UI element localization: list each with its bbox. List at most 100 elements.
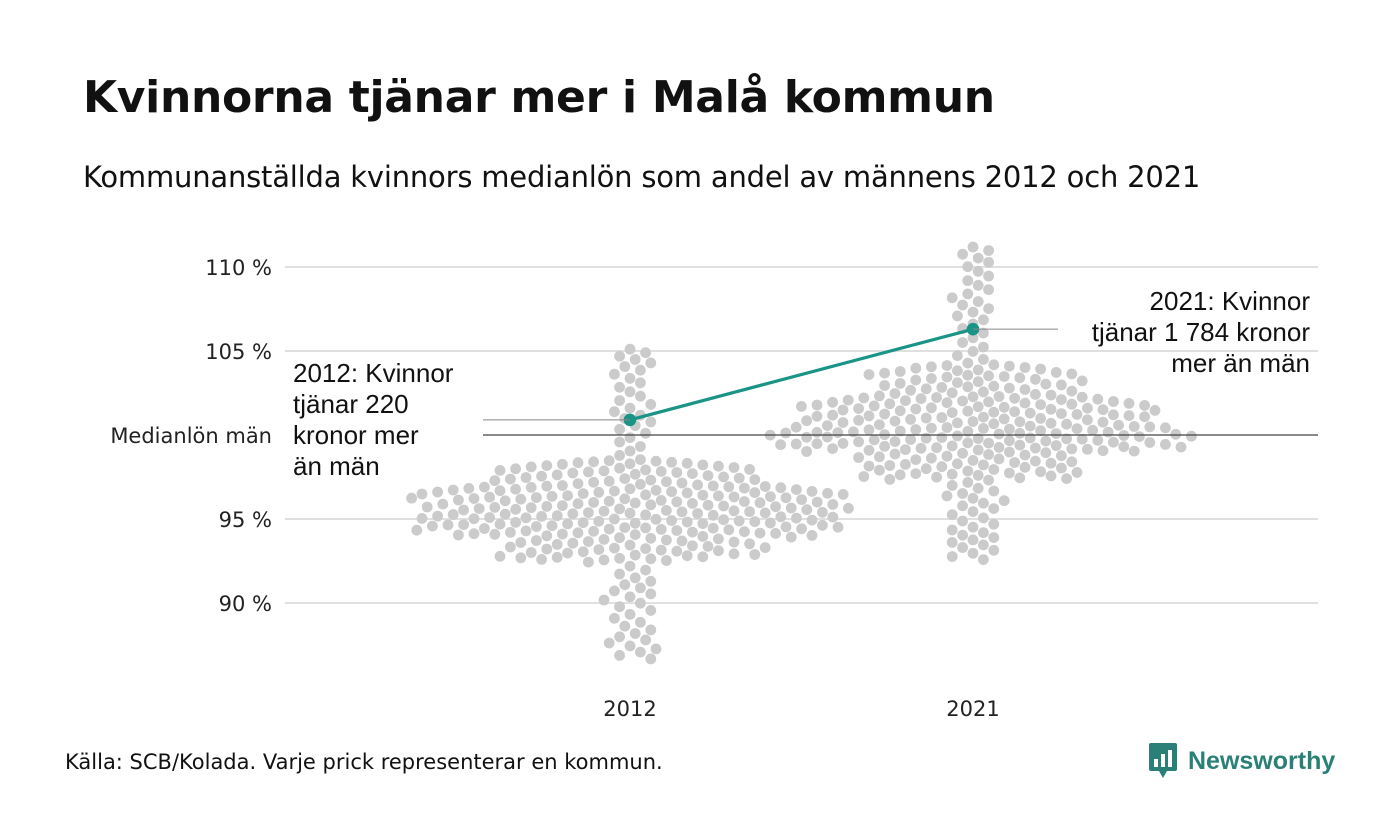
- data-point-2021: [978, 527, 989, 539]
- data-point-2021: [842, 394, 854, 406]
- data-point-2021: [978, 327, 989, 339]
- data-point-2021: [957, 395, 968, 407]
- beeswarm-dots: [406, 241, 1197, 665]
- data-point-2021: [998, 495, 1010, 507]
- data-point-2012: [645, 399, 657, 410]
- data-point-2021: [894, 366, 906, 377]
- data-point-2021: [946, 387, 958, 399]
- data-point-2012: [598, 554, 610, 566]
- data-point-2021: [900, 444, 911, 455]
- data-point-2012: [681, 550, 693, 562]
- data-point-2021: [910, 454, 922, 465]
- data-point-2012: [759, 507, 771, 519]
- data-point-2021: [972, 433, 984, 444]
- data-point-2021: [978, 512, 989, 524]
- brand-name: Newsworthy: [1188, 746, 1336, 775]
- data-point-2012: [624, 483, 636, 495]
- data-point-2012: [614, 503, 625, 515]
- data-point-2012: [609, 542, 620, 554]
- data-point-2021: [1056, 462, 1067, 474]
- data-point-2012: [484, 491, 495, 503]
- data-point-2021: [811, 399, 823, 411]
- data-point-2012: [442, 519, 454, 531]
- chart-subtitle: Kommunanställda kvinnors medianlön som a…: [83, 160, 1201, 194]
- data-point-2012: [629, 549, 641, 561]
- data-point-2012: [728, 491, 740, 503]
- annotation-text-2021: 2021: Kvinnor: [1150, 286, 1311, 316]
- data-point-2012: [692, 479, 703, 491]
- data-point-2012: [546, 490, 558, 502]
- data-point-2021: [952, 458, 963, 470]
- data-point-2021: [983, 449, 994, 460]
- data-point-2021: [837, 438, 849, 449]
- data-point-2021: [936, 461, 948, 473]
- data-point-2012: [811, 496, 823, 508]
- data-point-2012: [739, 526, 750, 538]
- data-point-2021: [967, 346, 979, 357]
- data-point-2021: [1186, 430, 1197, 442]
- data-point-2021: [1061, 473, 1072, 484]
- data-point-2021: [853, 403, 864, 414]
- data-point-2021: [1045, 457, 1057, 469]
- data-point-2012: [614, 601, 625, 613]
- data-point-2021: [1030, 455, 1041, 467]
- data-point-2012: [598, 465, 610, 477]
- data-point-2021: [962, 275, 974, 287]
- data-point-2021: [1082, 443, 1093, 455]
- data-point-2021: [967, 506, 979, 517]
- data-point-2021: [972, 444, 984, 456]
- data-point-2012: [453, 529, 464, 541]
- data-point-2012: [624, 386, 636, 398]
- data-point-2021: [1050, 428, 1062, 439]
- x-axis-tick-labels: 2012 2021: [603, 697, 999, 721]
- data-point-2012: [577, 488, 589, 499]
- data-point-2012: [583, 536, 594, 547]
- data-point-2012: [707, 509, 719, 521]
- data-point-2021: [868, 434, 880, 446]
- data-point-2021: [962, 405, 974, 417]
- data-point-2012: [572, 527, 584, 539]
- data-point-2012: [822, 487, 833, 499]
- data-point-2021: [931, 442, 942, 454]
- brand-logo[interactable]: Newsworthy: [1148, 742, 1335, 780]
- data-point-2012: [661, 476, 672, 488]
- data-point-2012: [713, 545, 724, 557]
- data-point-2021: [1030, 389, 1041, 400]
- data-point-2021: [889, 388, 901, 399]
- data-point-2012: [687, 498, 698, 509]
- y-tick-label: 110 %: [205, 256, 272, 280]
- data-point-2012: [515, 537, 527, 548]
- data-point-2021: [1056, 394, 1067, 405]
- data-point-2021: [952, 377, 963, 388]
- data-point-2012: [749, 487, 761, 498]
- data-point-2021: [983, 370, 994, 382]
- data-point-2021: [832, 427, 844, 439]
- data-point-2021: [983, 396, 994, 408]
- data-point-2012: [541, 543, 553, 555]
- data-point-2012: [489, 502, 501, 513]
- data-point-2012: [515, 552, 527, 564]
- data-point-2021: [1144, 421, 1156, 433]
- data-point-2021: [879, 440, 890, 452]
- data-point-2012: [687, 526, 698, 538]
- data-point-2021: [1097, 416, 1109, 428]
- data-point-2021: [957, 488, 968, 499]
- data-point-2021: [1123, 398, 1135, 409]
- data-point-2021: [863, 424, 875, 436]
- data-point-2012: [510, 517, 521, 528]
- chart-title: Kvinnorna tjänar mer i Malå kommun: [83, 72, 995, 123]
- data-point-2021: [962, 381, 974, 393]
- data-point-2021: [1035, 399, 1046, 410]
- data-point-2012: [713, 490, 724, 502]
- data-point-2021: [983, 437, 994, 449]
- data-point-2012: [780, 521, 792, 533]
- data-point-2021: [884, 474, 896, 485]
- data-point-2012: [697, 531, 709, 542]
- data-point-2012: [702, 541, 714, 552]
- data-point-2012: [645, 474, 657, 486]
- data-point-2012: [645, 588, 657, 600]
- data-point-2012: [624, 458, 636, 470]
- data-point-2021: [972, 401, 984, 413]
- data-point-2012: [609, 368, 620, 380]
